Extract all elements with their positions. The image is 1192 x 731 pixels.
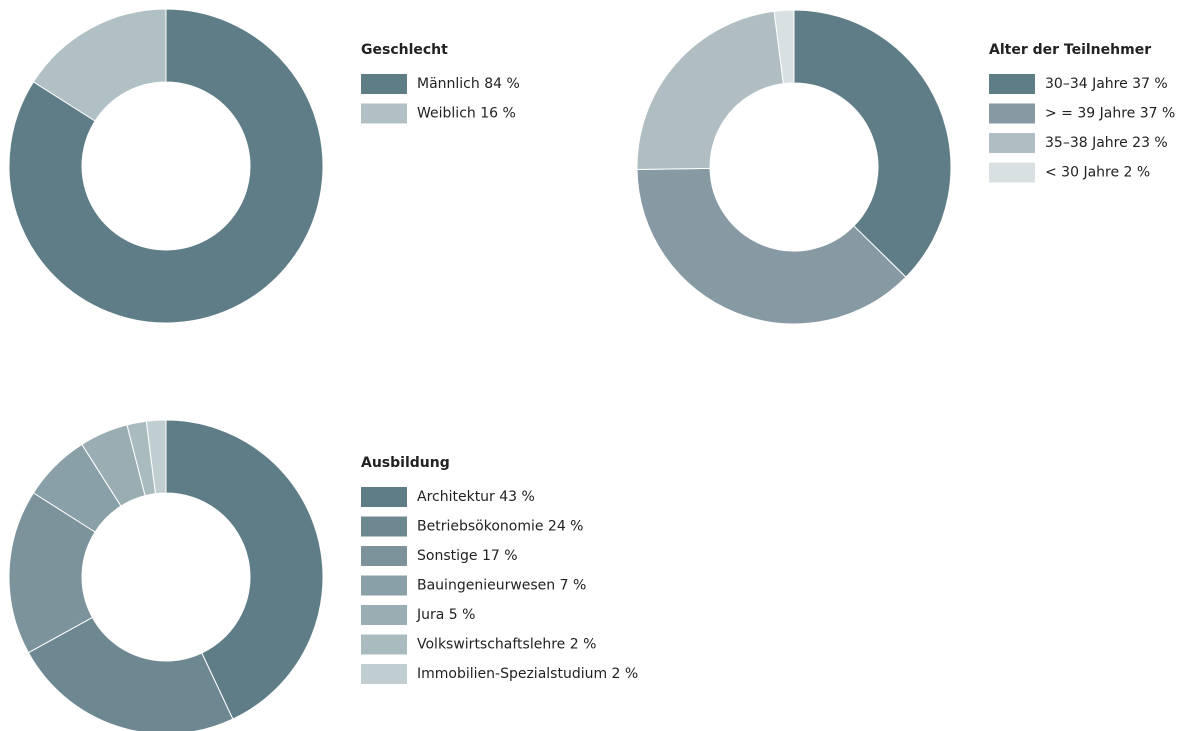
legend-label: 30–34 Jahre 37 % bbox=[1045, 76, 1168, 92]
legend-swatch bbox=[361, 664, 407, 684]
legend-swatch bbox=[361, 487, 407, 507]
legend-swatch bbox=[361, 546, 407, 566]
legend-label: Männlich 84 % bbox=[417, 76, 520, 92]
legend-label: Weiblich 16 % bbox=[417, 106, 516, 122]
donut-segment bbox=[32, 8, 167, 122]
legend-swatch bbox=[361, 103, 407, 124]
donut-segment bbox=[165, 419, 324, 720]
donut-segment bbox=[8, 492, 96, 654]
legend-label: 35–38 Jahre 23 % bbox=[1045, 135, 1168, 151]
legend-label: < 30 Jahre 2 % bbox=[1045, 165, 1150, 181]
donut-segment bbox=[793, 9, 952, 278]
legend-label: Immobilien-Spezialstudium 2 % bbox=[417, 666, 638, 682]
legend-label: > = 39 Jahre 37 % bbox=[1045, 106, 1175, 122]
legend-swatch bbox=[989, 103, 1035, 124]
legend-swatch bbox=[361, 74, 407, 94]
legend-swatch bbox=[989, 162, 1035, 183]
legend-swatch bbox=[361, 634, 407, 655]
legend-label: Volkswirtschaftslehre 2 % bbox=[417, 637, 596, 653]
legend-label: Architektur 43 % bbox=[417, 489, 535, 505]
legend-label: Bauingenieurwesen 7 % bbox=[417, 578, 586, 594]
legend-swatch bbox=[361, 575, 407, 596]
legend-swatch bbox=[361, 516, 407, 537]
legend-label: Betriebsökonomie 24 % bbox=[417, 519, 583, 535]
legend-swatch bbox=[989, 133, 1035, 153]
legend-title: Ausbildung bbox=[361, 455, 450, 471]
legend-label: Jura 5 % bbox=[416, 607, 475, 623]
legend-label: Sonstige 17 % bbox=[417, 548, 518, 564]
donut-segment bbox=[145, 419, 167, 495]
donut-segment bbox=[27, 616, 234, 731]
donut-segment bbox=[636, 10, 784, 170]
legend-swatch bbox=[989, 74, 1035, 94]
donut-segment bbox=[636, 167, 907, 325]
legend-title: Geschlecht bbox=[361, 42, 448, 58]
donut-segment bbox=[8, 8, 324, 324]
donut-segment bbox=[773, 9, 795, 85]
legend-swatch bbox=[361, 605, 407, 625]
legend-title: Alter der Teilnehmer bbox=[989, 42, 1151, 58]
